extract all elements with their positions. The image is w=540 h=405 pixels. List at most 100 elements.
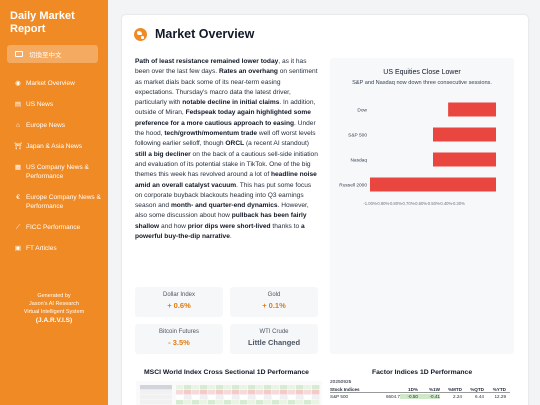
heatmap-cell (264, 400, 272, 405)
chart-category-label: S&P 500 (348, 132, 367, 138)
market-summary-text: Path of least resistance remained lower … (135, 57, 318, 242)
factor-table-title: Factor Indices 1D Performance (372, 369, 473, 376)
metric-card-wti-crude: WTI Crude Little Changed (230, 324, 318, 354)
body-text: thanks to (270, 222, 302, 230)
body-text: well off worst levels following earlier … (135, 130, 316, 148)
heatmap-row-label (140, 385, 172, 390)
body-text: . However, also some discussion about ho… (135, 202, 309, 220)
heatmap-cell (312, 395, 320, 400)
body-text: . Under the hood, (135, 119, 316, 138)
factor-table-cell: 6.44 (475, 394, 484, 399)
factor-table-date: 20250925 (330, 380, 352, 385)
metric-label: Bitcoin Futures (158, 329, 200, 335)
body-text: . This has put some focus on corporate b… (135, 181, 312, 210)
chart-bar (448, 102, 496, 117)
heatmap-cell (296, 390, 304, 395)
heatmap-cell (216, 385, 224, 390)
sidebar-nav: ◉ Market Overview ▤ US News ⌂ Europe News ⛩ Jap… (14, 79, 104, 265)
highlight-text: a powerful buy-the-dip narrative (135, 222, 305, 241)
sidebar-item-europe-company-news-performance[interactable]: € Europe Company News & Performance (14, 193, 104, 211)
sidebar-item-label: US Company News & Performance (26, 164, 89, 180)
highlight-text: Path of least resistance remained lower … (135, 58, 279, 65)
sidebar-item-us-news[interactable]: ▤ US News (14, 100, 104, 109)
heatmap-row-label (140, 400, 172, 405)
chart-x-tick-label: -0.90% (376, 201, 390, 206)
heatmap-cell (200, 400, 208, 405)
sidebar-item-us-company-news-performance[interactable]: ▦ US Company News & Performance (14, 163, 104, 181)
globe-icon (134, 27, 147, 41)
heatmap-cell (296, 400, 304, 405)
globe-icon: ◉ (15, 80, 21, 87)
heatmap-cell (232, 390, 240, 395)
sidebar-item-label: Japan & Asia News (26, 143, 83, 150)
factor-header-cell: Stock Indices (330, 387, 360, 392)
highlight-text: Fedspeak today again highlighted some pr… (135, 109, 311, 127)
jarvis-label: (J.A.R.V.I.S) (35, 317, 73, 324)
heatmap-cell (216, 390, 224, 395)
heatmap-cell (240, 395, 248, 400)
heatmap-cell (192, 385, 200, 390)
metric-label: WTI Crude (259, 329, 289, 335)
factor-table-cell: S&P 500 (330, 394, 349, 399)
factor-table-cell: 2.24 (453, 394, 462, 399)
chart-x-tick-label: -0.80% (389, 201, 403, 206)
sidebar-item-ft-articles[interactable]: ▣ FT Articles (14, 244, 104, 253)
heatmap-cell (304, 385, 312, 390)
factor-table-cell: 12.29 (494, 394, 507, 399)
highlight-text: month- and quarter-end dynamics (170, 202, 278, 210)
msci-heatmap-thumbnail (136, 381, 322, 405)
heatmap-cell (240, 400, 248, 405)
heatmap-cell (224, 385, 232, 390)
sidebar-item-market-overview[interactable]: ◉ Market Overview (14, 79, 104, 88)
chart-x-tick-label: -0.50% (426, 201, 440, 206)
heatmap-cell (248, 385, 256, 390)
heatmap-cell (312, 390, 320, 395)
sidebar-item-label: US News (26, 101, 54, 108)
heatmap-cell (208, 390, 216, 395)
factor-table-cell: -0.41 (418, 394, 440, 399)
heatmap-cell (248, 400, 256, 405)
language-toggle-button[interactable]: 切換至中文 (7, 45, 98, 63)
heatmap-cell (272, 385, 280, 390)
chart-category-label: Dow (357, 107, 367, 113)
heatmap-cell (224, 400, 232, 405)
body-text: (a recent AI standout) (244, 140, 309, 148)
heatmap-cell (280, 385, 288, 390)
sidebar-item-ficc-performance[interactable]: ⟋ FICC Performance (14, 223, 104, 232)
heatmap-cell (224, 390, 232, 395)
factor-header-cell: %YTD (492, 387, 506, 392)
sidebar-item-japan-asia-news[interactable]: ⛩ Japan & Asia News (14, 142, 104, 151)
heatmap-cell (296, 385, 304, 390)
heatmap-cell (240, 390, 248, 395)
metric-value: - 3.5% (168, 338, 190, 347)
body-text: and how (159, 222, 188, 230)
chart-bar (433, 127, 496, 142)
sidebar-item-label: Market Overview (26, 80, 75, 87)
chart-bar (433, 152, 496, 167)
system-name: Virtual Intelligent System (23, 309, 85, 315)
heatmap-cell (288, 390, 296, 395)
main-panel: Market Overview Path of least resistance… (122, 15, 528, 405)
highlight-text: still a big decliner (135, 150, 191, 158)
newspaper-icon: ▣ (14, 245, 22, 252)
heatmap-cell (184, 390, 192, 395)
heatmap-cell (176, 395, 184, 400)
sidebar-item-label: Europe News (26, 122, 66, 129)
metric-card-bitcoin-futures: Bitcoin Futures - 3.5% (135, 324, 223, 354)
heatmap-cell (232, 385, 240, 390)
factor-table-cell: -0.50 (400, 394, 418, 399)
heatmap-row-label (140, 390, 172, 395)
msci-table-title: MSCI World Index Cross Sectional 1D Perf… (144, 369, 309, 376)
chart-subtitle: S&P and Nasdaq now down three consecutiv… (352, 80, 492, 86)
body-text: , as it has been over the last few days. (135, 58, 307, 76)
chart-category-label: Nasdaq (350, 157, 367, 163)
sidebar-item-europe-news[interactable]: ⌂ Europe News (14, 121, 104, 130)
factor-table-header: Stock Indices 1D% %1W %MTD %QTD %YTD (330, 387, 510, 393)
bank-icon: ⌂ (16, 122, 20, 129)
heatmap-cell (192, 400, 200, 405)
factor-header-cell: %MTD (447, 387, 462, 392)
us-equities-bar-chart: US Equities Close Lower S&P and Nasdaq n… (339, 69, 496, 206)
sidebar: Daily Market Report 切換至中文 ◉ Market Overvi… (0, 0, 108, 405)
heatmap-cell (264, 395, 272, 400)
us-equities-chart-card: US Equities Close Lower S&P and Nasdaq n… (330, 58, 514, 354)
